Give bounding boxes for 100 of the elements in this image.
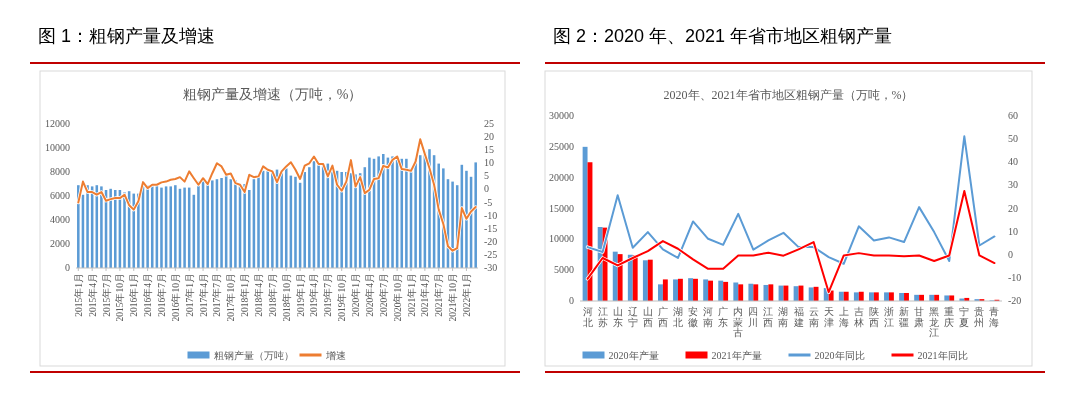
legend-label: 2020年产量 <box>608 350 659 361</box>
x-tick-label: 2018年7月 <box>266 273 278 317</box>
y2-tick-label: -25 <box>484 248 498 260</box>
y-tick-label: 2000 <box>50 238 70 249</box>
y-tick-label: 30000 <box>549 110 574 121</box>
x-tick-label: 2017年1月 <box>183 273 195 317</box>
y2-tick-label: 10 <box>1008 225 1018 237</box>
y2-tick-label: 15 <box>484 144 494 156</box>
x-tick-label: 宁夏 <box>959 306 970 328</box>
x-tick-label: 2016年1月 <box>128 273 140 317</box>
x-tick-label: 2020年10月 <box>391 273 403 322</box>
x-tick-label: 2018年1月 <box>239 273 251 317</box>
x-tick-label: 青海 <box>989 306 1000 328</box>
y-tick-label: 15000 <box>549 202 574 214</box>
y2-tick-label: -5 <box>484 196 493 208</box>
x-tick-label: 浙江 <box>883 306 894 328</box>
x-tick-label: 2015年1月 <box>72 273 84 317</box>
y-tick-label: 4000 <box>50 214 70 225</box>
x-tick-label: 湖北 <box>672 306 683 328</box>
x-tick-label: 2015年10月 <box>114 273 126 322</box>
x-tick-label: 陕西 <box>868 306 879 328</box>
y2-tick-label: 20 <box>484 131 494 143</box>
x-tick-label: 云南 <box>808 306 819 328</box>
x-tick-label: 四川 <box>748 306 759 328</box>
y2-tick-label: 25 <box>484 118 494 129</box>
y2-tick-label: 0 <box>484 183 489 195</box>
chart-title: 图 1：粗钢产量及增速 <box>38 26 216 46</box>
y-tick-label: 10000 <box>549 233 574 245</box>
x-tick-label: 2016年7月 <box>155 273 167 317</box>
y-tick-label: 0 <box>569 295 574 306</box>
y-tick-label: 5000 <box>554 264 574 276</box>
x-tick-label: 2021年10月 <box>447 273 459 322</box>
x-tick-label: 2021年4月 <box>419 273 431 317</box>
x-tick-label: 江西 <box>763 306 774 328</box>
x-tick-label: 2019年4月 <box>308 273 320 317</box>
y2-tick-label: 0 <box>1008 248 1013 260</box>
legend-label: 粗钢产量（万吨） <box>213 350 294 361</box>
y-tick-label: 25000 <box>549 140 574 152</box>
y-tick-label: 10000 <box>45 142 70 153</box>
x-tick-label: 安徽 <box>688 306 699 328</box>
legend-label: 2021年同比 <box>917 350 968 361</box>
x-tick-label: 2018年10月 <box>280 273 292 322</box>
x-tick-label: 湖南 <box>778 306 789 328</box>
y2-tick-label: 50 <box>1008 133 1018 145</box>
y2-tick-label: -30 <box>484 262 498 273</box>
y2-tick-label: 10 <box>484 157 494 169</box>
x-tick-label: 广东 <box>718 306 729 328</box>
x-tick-label: 2019年7月 <box>322 273 334 317</box>
y2-tick-label: 5 <box>484 170 489 182</box>
x-tick-label: 甘肃 <box>914 306 925 328</box>
x-tick-label: 山东 <box>612 306 623 328</box>
legend-label: 2021年产量 <box>711 350 762 361</box>
x-tick-label: 天津 <box>823 306 834 328</box>
x-tick-label: 河南 <box>703 306 714 328</box>
x-tick-label: 2016年4月 <box>142 273 154 317</box>
y2-tick-label: 20 <box>1008 202 1018 214</box>
y2-tick-label: -10 <box>484 209 498 221</box>
y2-tick-label: -20 <box>484 235 498 247</box>
x-tick-label: 2017年7月 <box>211 273 223 317</box>
x-tick-label: 2017年10月 <box>225 273 237 322</box>
chart-title: 图 2：2020 年、2021 年省市地区粗钢产量 <box>553 26 893 46</box>
x-tick-label: 2022年1月 <box>460 273 472 317</box>
y-tick-label: 6000 <box>50 190 70 201</box>
x-tick-label: 黑龙江 <box>929 306 940 338</box>
y2-tick-label: -15 <box>484 222 498 234</box>
x-tick-label: 吉林 <box>852 306 864 328</box>
x-tick-label: 重庆 <box>944 306 955 328</box>
x-tick-label: 2021年7月 <box>433 273 445 317</box>
y2-tick-label: 30 <box>1008 179 1018 191</box>
chart-subtitle: 粗钢产量及增速（万吨，%） <box>182 87 363 102</box>
x-tick-label: 江苏 <box>597 306 608 328</box>
x-tick-label: 2019年10月 <box>336 273 348 322</box>
x-tick-label: 新疆 <box>899 306 910 328</box>
x-tick-label: 上海 <box>838 306 849 328</box>
y-tick-label: 0 <box>65 262 70 273</box>
x-tick-label: 2020年1月 <box>350 273 362 317</box>
x-tick-label: 2017年4月 <box>197 273 209 317</box>
x-tick-label: 福建 <box>792 306 804 328</box>
x-tick-label: 2015年7月 <box>100 273 112 317</box>
y2-tick-label: -20 <box>1008 295 1022 306</box>
y2-tick-label: 40 <box>1008 156 1018 168</box>
x-tick-label: 2020年4月 <box>363 273 375 317</box>
y-tick-label: 20000 <box>549 171 574 183</box>
x-tick-label: 贵州 <box>974 306 985 328</box>
x-tick-label: 2019年1月 <box>294 273 306 317</box>
y2-tick-label: -10 <box>1008 271 1022 283</box>
x-tick-label: 2016年10月 <box>169 273 181 322</box>
x-tick-label: 广西 <box>657 306 668 328</box>
x-tick-label: 2021年1月 <box>405 273 417 317</box>
legend-label: 增速 <box>324 350 346 361</box>
y-tick-label: 12000 <box>45 118 70 129</box>
x-tick-label: 2018年4月 <box>253 273 265 317</box>
x-tick-label: 山西 <box>642 306 653 328</box>
y-tick-label: 8000 <box>50 166 70 177</box>
x-tick-label: 2015年4月 <box>86 273 98 317</box>
x-tick-label: 河北 <box>582 306 593 328</box>
x-tick-label: 内蒙古 <box>733 306 744 338</box>
chart-subtitle: 2020年、2021年省市地区粗钢产量（万吨，%） <box>663 88 914 102</box>
legend-label: 2020年同比 <box>814 350 865 361</box>
y2-tick-label: 60 <box>1008 110 1018 121</box>
